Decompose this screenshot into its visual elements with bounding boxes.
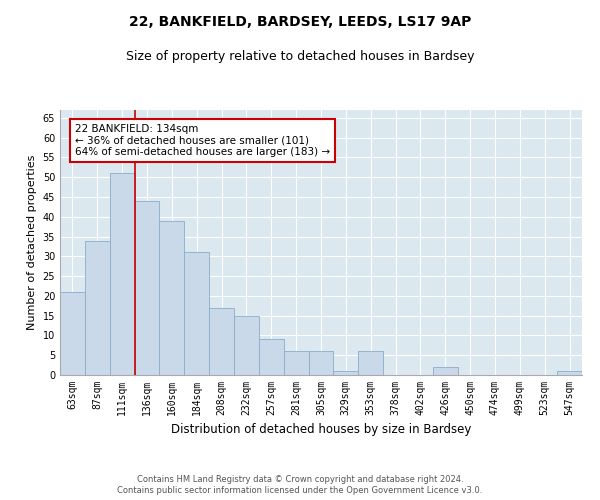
- Bar: [184, 252, 209, 375]
- Y-axis label: Number of detached properties: Number of detached properties: [27, 155, 37, 330]
- Text: Size of property relative to detached houses in Bardsey: Size of property relative to detached ho…: [126, 50, 474, 63]
- Text: Contains public sector information licensed under the Open Government Licence v3: Contains public sector information licen…: [118, 486, 482, 495]
- Bar: [160, 220, 184, 375]
- Bar: [60, 292, 85, 375]
- Bar: [358, 352, 383, 375]
- X-axis label: Distribution of detached houses by size in Bardsey: Distribution of detached houses by size …: [171, 424, 471, 436]
- Bar: [234, 316, 259, 375]
- Bar: [110, 174, 134, 375]
- Bar: [284, 352, 308, 375]
- Bar: [85, 240, 110, 375]
- Bar: [209, 308, 234, 375]
- Bar: [308, 352, 334, 375]
- Bar: [334, 371, 358, 375]
- Text: 22 BANKFIELD: 134sqm
← 36% of detached houses are smaller (101)
64% of semi-deta: 22 BANKFIELD: 134sqm ← 36% of detached h…: [75, 124, 330, 157]
- Text: 22, BANKFIELD, BARDSEY, LEEDS, LS17 9AP: 22, BANKFIELD, BARDSEY, LEEDS, LS17 9AP: [129, 15, 471, 29]
- Bar: [259, 340, 284, 375]
- Bar: [433, 367, 458, 375]
- Bar: [134, 201, 160, 375]
- Text: Contains HM Land Registry data © Crown copyright and database right 2024.: Contains HM Land Registry data © Crown c…: [137, 475, 463, 484]
- Bar: [557, 371, 582, 375]
